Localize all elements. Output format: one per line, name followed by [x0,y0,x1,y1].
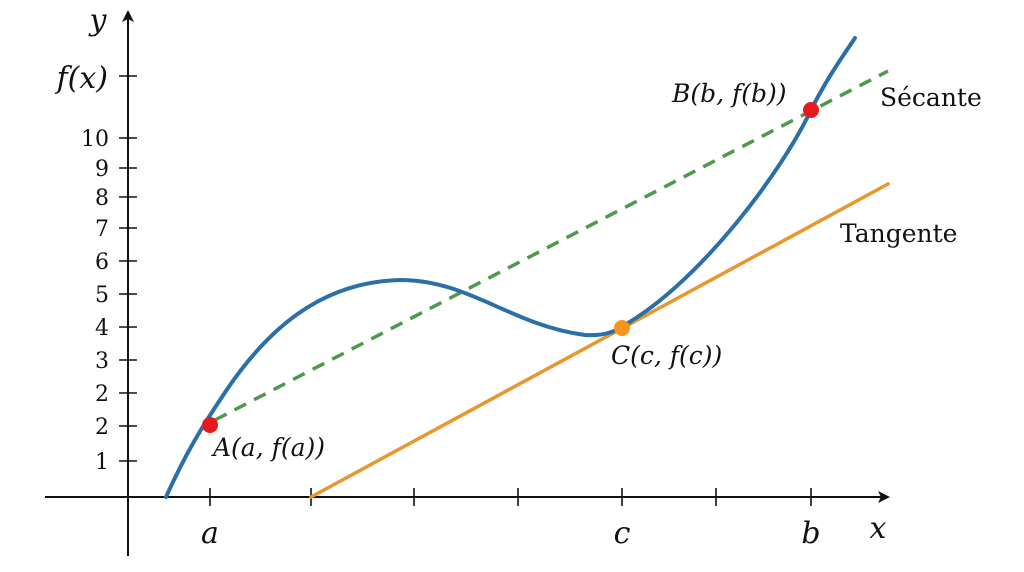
secant-label: Sécante [880,83,982,112]
fx-axis-label: f(x) [55,61,108,96]
y-tick-label: 2 [95,415,109,440]
tangent-line [309,182,890,499]
y-tick-label: 1 [95,450,109,475]
y-tick-label: 9 [95,157,109,182]
y-tick-label: 4 [95,316,109,341]
y-tick-labels: 1 2 2 3 4 5 6 7 8 9 10 [81,127,109,475]
secant-line [214,69,889,422]
y-tick-label: 5 [95,283,109,308]
y-tick-label: 3 [95,349,109,374]
point-a-marker [202,417,218,433]
point-a-label: A(a, f(a)) [211,433,325,462]
y-axis-label: y [88,3,108,38]
point-b-marker [803,102,819,118]
point-b-label: B(b, f(b)) [671,79,787,108]
tangent-label: Tangente [840,219,957,248]
y-tick-label: 10 [81,127,109,152]
function-curve [164,36,857,499]
point-c-marker [614,320,630,336]
y-tick-label: 6 [95,250,109,275]
y-tick-label: 8 [95,186,109,211]
y-tick-label: 2 [95,382,109,407]
y-tick-label: 7 [95,217,109,242]
point-c-label: C(c, f(c)) [611,341,722,370]
x-tick-label-c: c [614,516,631,551]
x-tick-label-a: a [201,516,219,551]
y-ticks [119,75,137,462]
x-tick-label-b: b [801,516,820,551]
x-axis-label: x [870,511,887,546]
axes [45,10,890,556]
